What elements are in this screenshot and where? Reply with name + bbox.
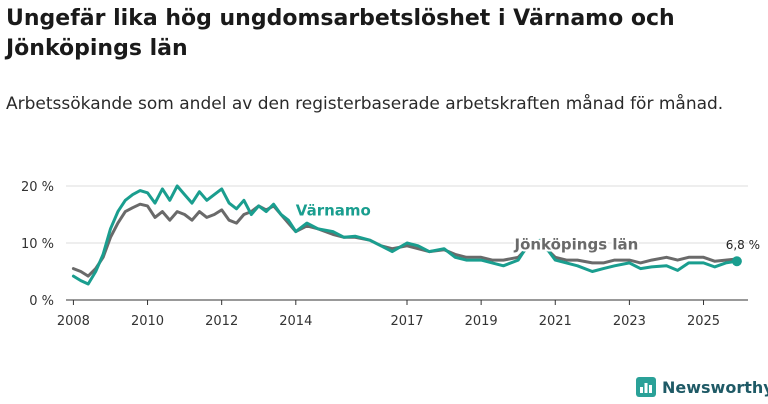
y-tick-label: 0 %	[29, 294, 54, 309]
series-line-j-nk-pings-l-n	[71, 202, 739, 278]
x-tick-label: 2019	[465, 314, 498, 329]
brand-name: Newsworthy	[662, 377, 768, 397]
last-value-label: 6,8 %	[726, 238, 760, 252]
page-subtitle: Arbetssökande som andel av den registerb…	[6, 94, 724, 114]
x-tick-label: 2021	[539, 314, 572, 329]
x-tick-label: 2023	[613, 314, 646, 329]
x-tick-label: 2010	[131, 314, 164, 329]
x-tick-label: 2008	[57, 314, 90, 329]
brand-logo: Newsworthy	[636, 374, 768, 400]
x-tick-label: 2014	[279, 314, 312, 329]
series-label-v-rnamo: Värnamo	[296, 202, 371, 220]
series-label-j-nk-pings-l-n: Jönköpings län	[513, 235, 638, 253]
newsworthy-logo-icon	[636, 377, 656, 397]
last-value-point	[731, 256, 742, 267]
x-tick-label: 2025	[687, 314, 720, 329]
y-tick-label: 20 %	[21, 180, 54, 195]
x-tick-label: 2017	[390, 314, 423, 329]
y-tick-label: 10 %	[21, 237, 54, 252]
series-line-v-rnamo	[71, 184, 739, 286]
page-title: Ungefär lika hög ungdomsarbetslöshet i V…	[6, 6, 675, 61]
x-tick-label: 2012	[205, 314, 238, 329]
